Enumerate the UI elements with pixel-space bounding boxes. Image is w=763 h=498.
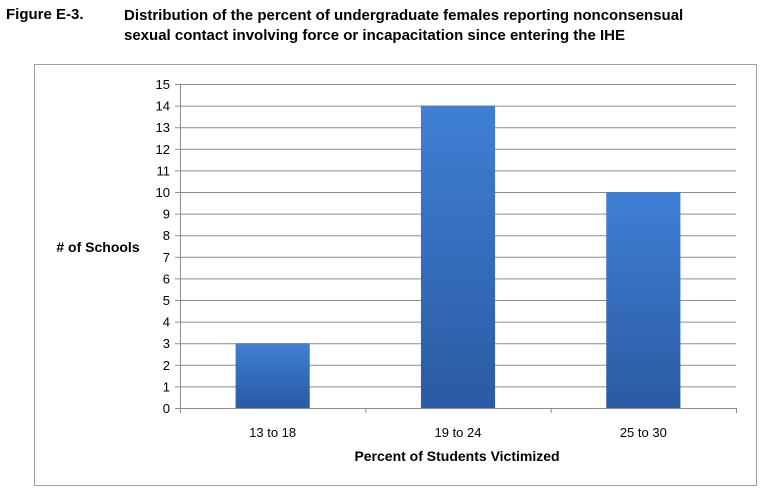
y-tick-label: 5 xyxy=(163,293,170,308)
y-tick-label: 3 xyxy=(163,336,170,351)
y-tick-label: 6 xyxy=(163,271,170,286)
y-tick-label: 14 xyxy=(156,99,170,114)
y-tick-label: 2 xyxy=(163,358,170,373)
y-tick-label: 10 xyxy=(156,185,170,200)
bar xyxy=(606,192,681,408)
y-tick-label: 4 xyxy=(163,315,170,330)
bars xyxy=(235,105,681,408)
figure-title-line-1: Distribution of the percent of undergrad… xyxy=(124,7,684,24)
y-tick-label: 7 xyxy=(163,250,170,265)
chart-frame xyxy=(34,64,757,486)
y-tick-label: 11 xyxy=(157,163,171,178)
bar xyxy=(420,105,496,408)
y-tick-label: 0 xyxy=(163,401,170,416)
x-tick-label: 13 to 18 xyxy=(249,425,296,440)
figure-label: Figure E-3. xyxy=(6,6,84,23)
bar xyxy=(235,343,310,408)
y-tick-label: 1 xyxy=(163,379,170,394)
x-tick-label: 19 to 24 xyxy=(435,425,482,440)
axes xyxy=(175,84,737,413)
x-tick-label: 25 to 30 xyxy=(620,425,667,440)
figure-title-line-2: sexual contact involving force or incapa… xyxy=(124,27,625,44)
y-tick-label: 8 xyxy=(163,228,170,243)
y-tick-label: 9 xyxy=(163,207,170,222)
figure-title: Distribution of the percent of undergrad… xyxy=(124,6,754,46)
y-tick-label: 13 xyxy=(156,120,170,135)
x-axis-title: Percent of Students Victimized xyxy=(354,448,559,464)
y-tick-label: 15 xyxy=(156,77,170,92)
y-tick-label: 12 xyxy=(156,142,170,157)
y-axis-title: # of Schools xyxy=(56,239,139,255)
